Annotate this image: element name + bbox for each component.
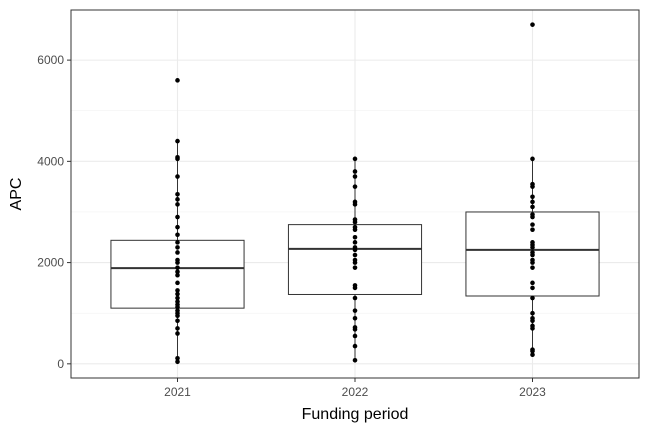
- data-point: [352, 357, 358, 363]
- data-point: [175, 331, 180, 336]
- data-point: [175, 224, 180, 230]
- y-axis-ticks: 0 2000 4000 6000: [37, 53, 71, 371]
- data-point: [175, 202, 180, 207]
- data-point: [175, 155, 180, 160]
- data-point: [352, 169, 358, 174]
- data-point: [530, 156, 535, 162]
- data-point: [175, 288, 180, 293]
- data-point: [352, 217, 358, 222]
- data-point: [352, 174, 358, 179]
- data-point: [352, 308, 358, 313]
- data-point: [175, 318, 180, 324]
- data-point: [175, 138, 180, 144]
- data-point: [352, 265, 358, 270]
- data-point: [352, 283, 358, 288]
- data-point: [530, 295, 535, 301]
- data-point: [175, 291, 180, 297]
- data-point: [530, 212, 535, 217]
- y-tick-label: 2000: [37, 256, 64, 270]
- data-point: [352, 325, 358, 330]
- y-tick-label: 0: [57, 357, 64, 371]
- data-point: [352, 252, 358, 258]
- data-point: [175, 250, 180, 255]
- data-point: [530, 194, 535, 200]
- data-point: [175, 308, 180, 313]
- y-tick-label: 6000: [37, 53, 64, 67]
- data-point: [352, 295, 358, 301]
- data-points: [175, 22, 535, 365]
- data-point: [352, 315, 358, 321]
- data-point: [352, 156, 358, 162]
- data-point: [530, 265, 535, 270]
- data-point: [530, 315, 535, 321]
- data-point: [175, 240, 180, 245]
- data-point: [352, 224, 358, 230]
- data-point: [530, 222, 535, 227]
- x-axis-title: Funding period: [302, 406, 409, 423]
- data-point: [352, 240, 358, 245]
- data-point: [175, 272, 180, 278]
- data-point: [530, 285, 535, 291]
- data-point: [530, 204, 535, 210]
- data-point: [175, 359, 180, 365]
- data-point: [352, 234, 358, 240]
- data-point: [530, 310, 535, 316]
- x-tick-label: 2021: [164, 385, 191, 399]
- x-tick-label: 2023: [519, 385, 546, 399]
- data-point: [175, 326, 180, 331]
- data-point: [530, 199, 535, 205]
- data-point: [175, 245, 180, 250]
- data-point: [352, 343, 358, 349]
- x-tick-label: 2022: [342, 385, 369, 399]
- data-point: [175, 257, 180, 263]
- data-point: [530, 352, 535, 358]
- data-point: [352, 333, 358, 339]
- data-point: [175, 78, 180, 83]
- data-point: [352, 245, 358, 250]
- data-point: [175, 232, 180, 238]
- data-point: [530, 22, 535, 27]
- data-point: [175, 265, 180, 270]
- data-point: [175, 191, 180, 197]
- data-point: [530, 280, 535, 286]
- y-axis-title: APC: [8, 178, 25, 211]
- data-point: [175, 197, 180, 202]
- data-point: [352, 257, 358, 263]
- data-point: [352, 184, 358, 189]
- data-point: [175, 355, 180, 361]
- data-point: [530, 347, 535, 352]
- data-point: [175, 174, 180, 179]
- data-point: [530, 240, 535, 245]
- data-point: [530, 257, 535, 263]
- data-point: [530, 323, 535, 329]
- data-point: [175, 269, 180, 275]
- data-point: [530, 181, 535, 187]
- data-point: [175, 214, 180, 220]
- data-point: [530, 227, 535, 232]
- y-tick-label: 4000: [37, 154, 64, 168]
- x-axis-ticks: 2021 2022 2023: [164, 378, 546, 399]
- data-point: [175, 280, 180, 286]
- data-point: [175, 299, 180, 304]
- data-point: [175, 295, 180, 301]
- data-point: [352, 199, 358, 205]
- data-point: [530, 250, 535, 255]
